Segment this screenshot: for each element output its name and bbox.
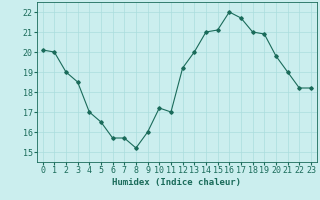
X-axis label: Humidex (Indice chaleur): Humidex (Indice chaleur) (112, 178, 241, 187)
